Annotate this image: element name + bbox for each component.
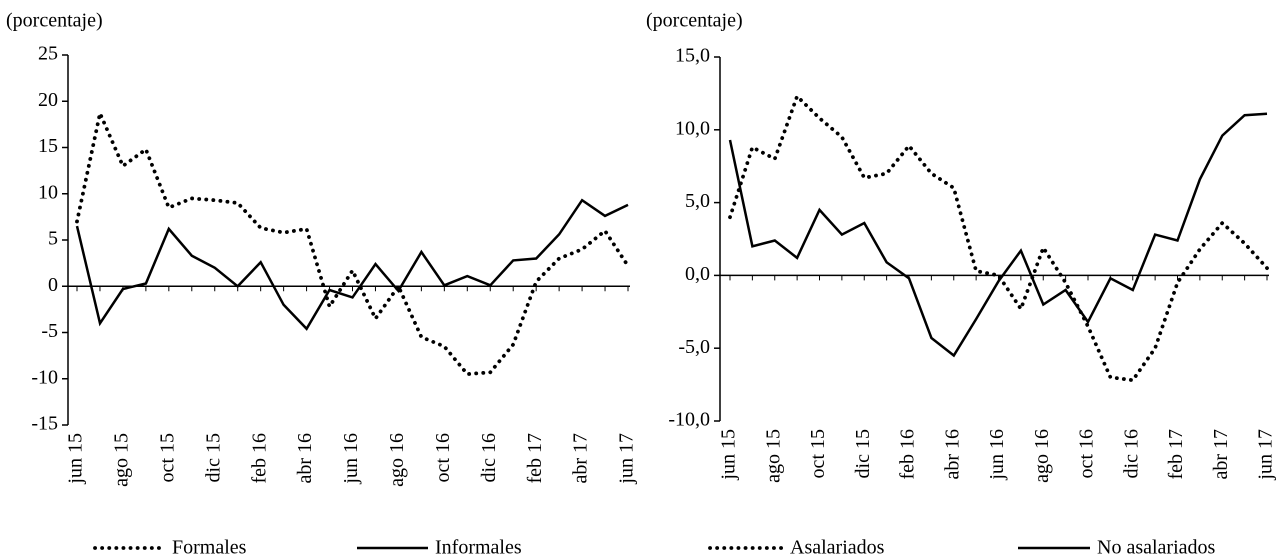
x-tick-label: feb 16 bbox=[248, 433, 270, 484]
x-tick-label: ago 15 bbox=[111, 433, 133, 487]
x-tick-label: oct 15 bbox=[156, 433, 178, 482]
y-tick-label: 15 bbox=[38, 135, 58, 157]
x-tick-label: abr 17 bbox=[1210, 429, 1232, 480]
x-tick-label: ago 15 bbox=[762, 429, 784, 483]
y-tick-label: 20 bbox=[38, 89, 58, 111]
y-tick-label: 5,0 bbox=[685, 190, 710, 212]
y-tick-label: -10 bbox=[31, 366, 58, 388]
x-tick-label: jun 17 bbox=[616, 433, 638, 485]
y-tick-label: 25 bbox=[38, 43, 58, 65]
line-series bbox=[728, 92, 1269, 383]
x-tick-label: dic 15 bbox=[202, 433, 224, 482]
y-tick-label: -10,0 bbox=[668, 409, 710, 431]
y-tick-label: 0 bbox=[48, 274, 58, 296]
x-tick-label: ago 16 bbox=[386, 433, 408, 487]
x-tick-label: jun 15 bbox=[65, 433, 87, 485]
y-tick-label: -5,0 bbox=[678, 336, 710, 358]
x-tick-label: jun 17 bbox=[1255, 429, 1277, 481]
legend-label: No asalariados bbox=[1097, 537, 1216, 558]
x-tick-label: jun 15 bbox=[718, 429, 740, 481]
x-tick-label: jun 16 bbox=[340, 433, 362, 485]
line-series bbox=[75, 107, 630, 377]
x-tick-label: jun 16 bbox=[986, 429, 1008, 481]
line-series bbox=[728, 112, 1268, 358]
y-axis-label: (porcentaje) bbox=[646, 10, 743, 32]
x-tick-label: ago 16 bbox=[1031, 429, 1053, 483]
x-tick-label: oct 15 bbox=[807, 429, 829, 478]
x-tick-label: feb 17 bbox=[1165, 429, 1187, 480]
x-tick-label: feb 17 bbox=[524, 433, 546, 484]
y-tick-label: 10 bbox=[38, 181, 58, 203]
x-tick-label: abr 16 bbox=[941, 429, 963, 480]
x-tick-label: oct 16 bbox=[1076, 429, 1098, 478]
legend-label: Asalariados bbox=[790, 537, 885, 558]
y-tick-label: -5 bbox=[41, 320, 58, 342]
x-tick-label: dic 16 bbox=[478, 433, 500, 482]
x-tick-label: dic 15 bbox=[852, 429, 874, 478]
x-tick-label: abr 17 bbox=[570, 433, 592, 484]
y-tick-label: 0,0 bbox=[685, 263, 710, 285]
y-tick-label: 15,0 bbox=[675, 45, 710, 67]
legend-label: Informales bbox=[435, 537, 522, 558]
x-tick-label: abr 16 bbox=[294, 433, 316, 484]
line-series bbox=[75, 198, 629, 331]
y-axis-label: (porcentaje) bbox=[6, 10, 103, 32]
x-tick-label: feb 16 bbox=[897, 429, 919, 480]
y-tick-label: 10,0 bbox=[675, 117, 710, 139]
legend-label: Formales bbox=[172, 537, 247, 558]
y-tick-label: 5 bbox=[48, 228, 58, 250]
x-tick-label: dic 16 bbox=[1120, 429, 1142, 478]
x-tick-label: oct 16 bbox=[432, 433, 454, 482]
y-tick-label: -15 bbox=[31, 413, 58, 435]
